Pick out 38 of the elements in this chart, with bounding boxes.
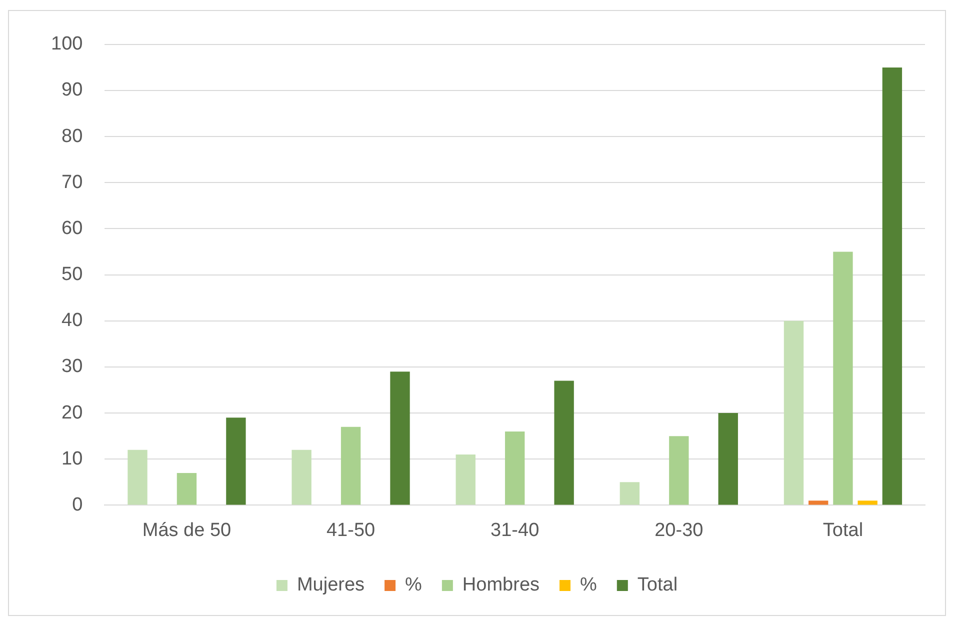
bar <box>784 320 804 505</box>
bar <box>505 431 525 505</box>
bar <box>718 413 738 505</box>
y-tick-label: 50 <box>62 264 83 286</box>
bar <box>340 426 361 505</box>
legend-label: Hombres <box>462 574 540 596</box>
legend-label: % <box>405 574 422 596</box>
bar <box>620 482 640 505</box>
legend-label: % <box>580 574 598 596</box>
bar <box>456 454 476 505</box>
y-tick-label: 60 <box>62 218 83 239</box>
y-tick-label: 0 <box>72 494 83 516</box>
bar <box>226 418 246 505</box>
bar <box>669 436 689 505</box>
bar <box>390 372 410 505</box>
legend-label: Mujeres <box>296 574 365 596</box>
bar <box>858 500 878 505</box>
y-tick-label: 80 <box>62 126 83 147</box>
x-tick-label: Total <box>822 520 864 541</box>
bar <box>176 472 197 505</box>
bar <box>292 450 312 505</box>
bar <box>128 450 148 505</box>
legend-label: Total <box>637 574 678 596</box>
bar <box>882 67 902 505</box>
y-tick-label: 10 <box>62 448 83 470</box>
y-tick-label: 40 <box>62 310 83 332</box>
y-tick-label: 20 <box>62 402 83 424</box>
x-tick-label: 31-40 <box>490 520 540 541</box>
bar <box>833 252 853 505</box>
x-tick-label: Más de 50 <box>142 520 232 541</box>
bar <box>808 500 828 505</box>
y-tick-label: 90 <box>62 80 83 101</box>
y-tick-label: 30 <box>62 356 83 378</box>
x-tick-label: 20-30 <box>654 520 704 541</box>
x-tick-label: 41-50 <box>326 520 376 541</box>
y-tick-label: 70 <box>62 172 83 193</box>
y-tick-label: 100 <box>51 34 83 55</box>
bar <box>554 380 574 505</box>
